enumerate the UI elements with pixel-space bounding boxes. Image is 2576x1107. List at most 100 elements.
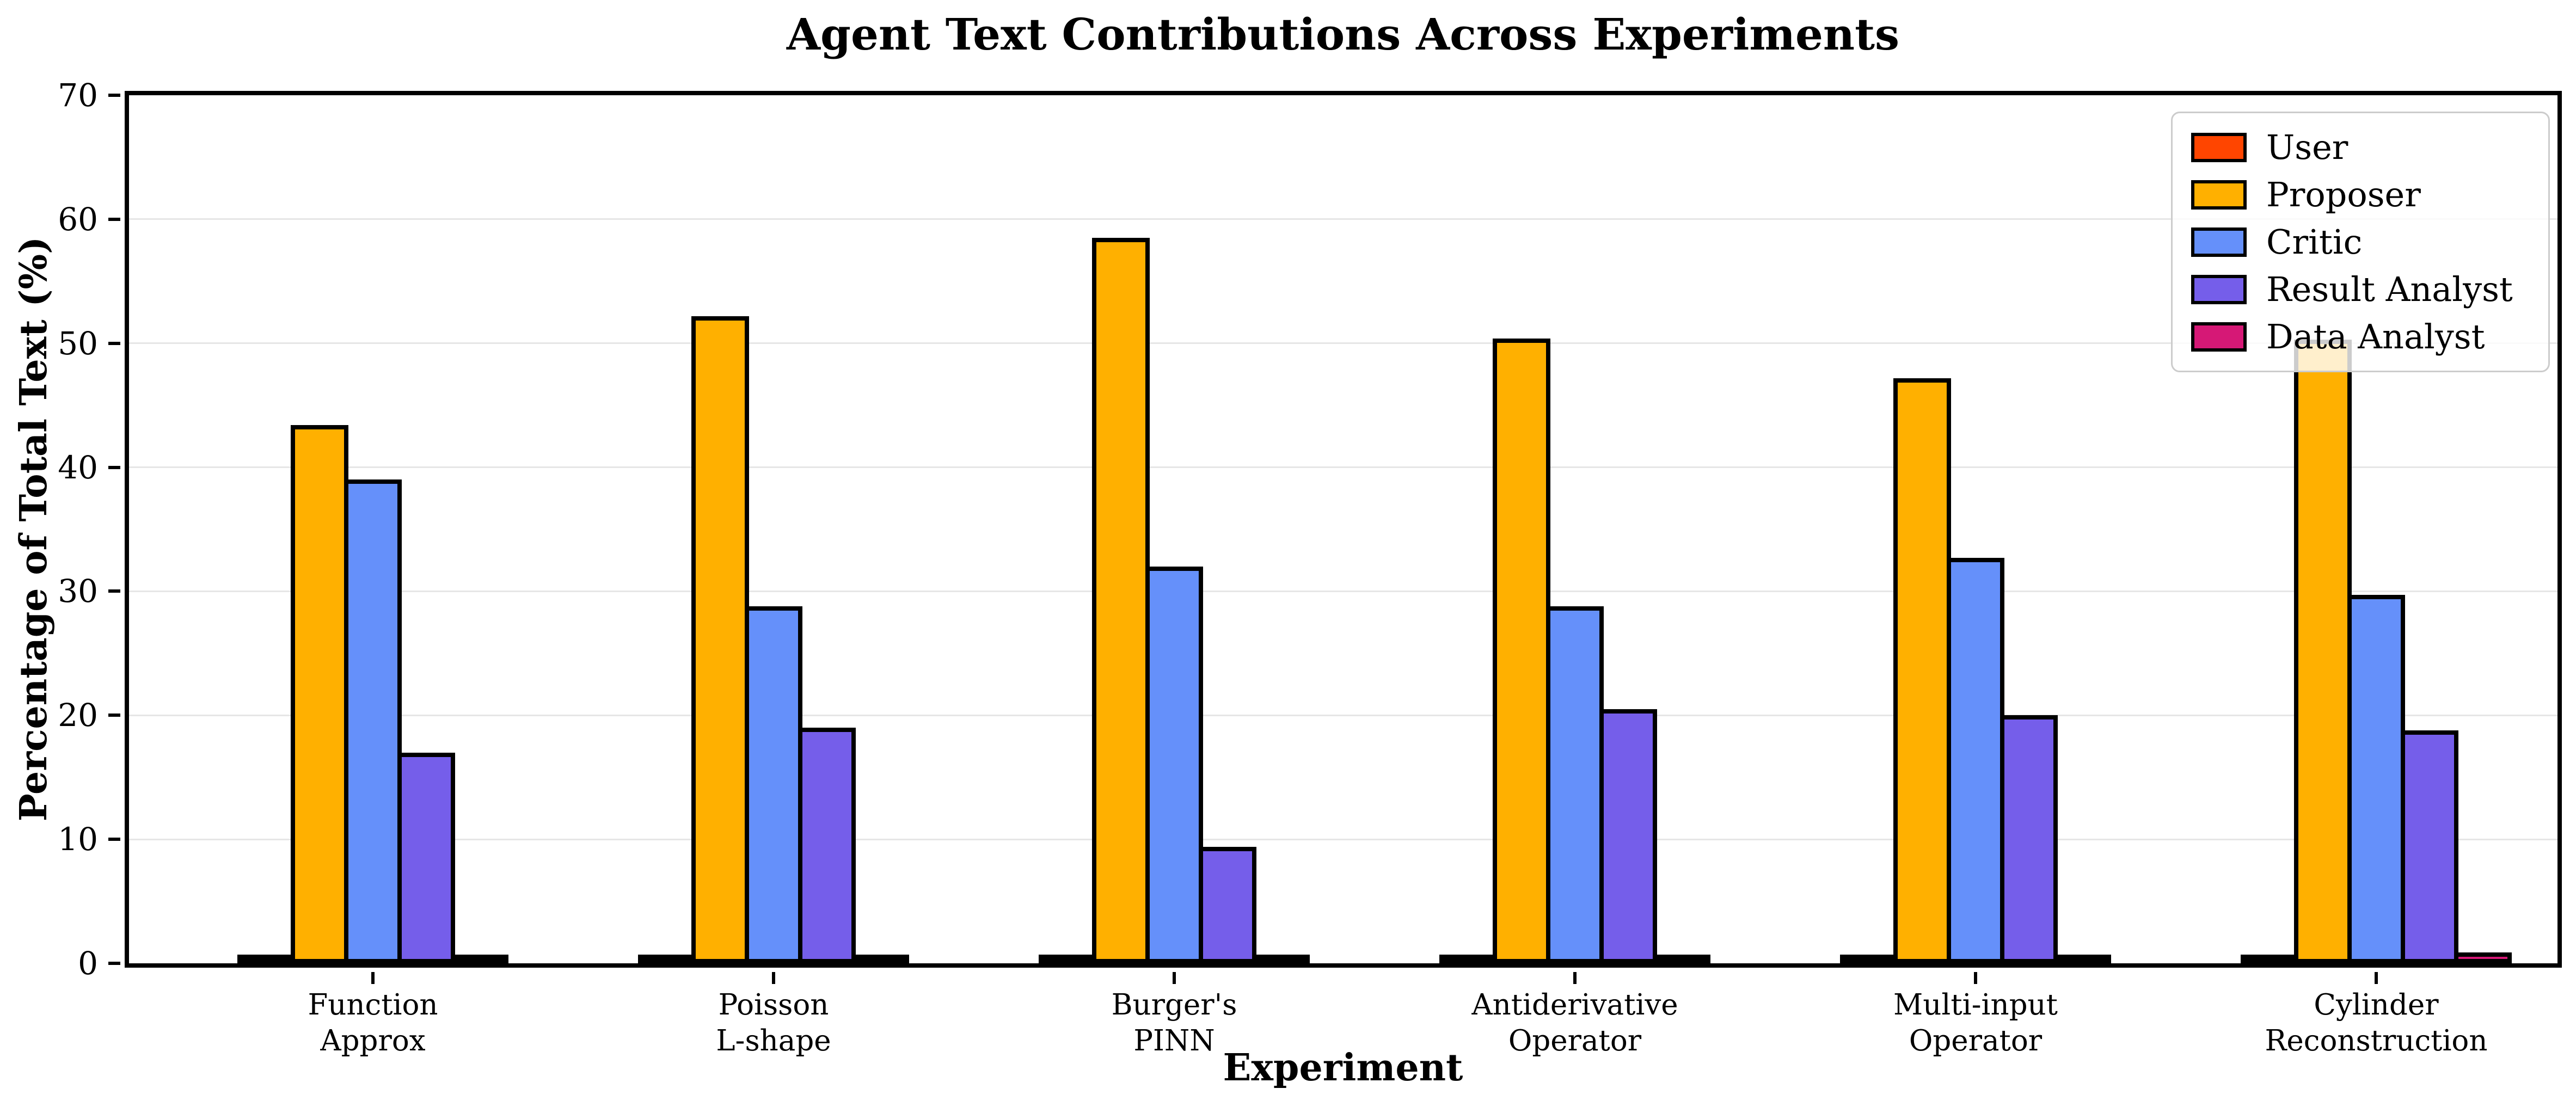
y-tick — [108, 341, 120, 345]
gridline — [129, 590, 2557, 592]
legend-swatch-icon — [2191, 274, 2247, 304]
bar-critic — [344, 479, 402, 963]
bar-data-analyst — [2053, 955, 2111, 963]
bar-proposer — [2294, 339, 2352, 963]
legend-item-proposer: Proposer — [2191, 175, 2530, 214]
legend-swatch-icon — [2191, 180, 2247, 210]
bar-critic — [1145, 566, 1203, 963]
x-tick-label-line: Multi-input — [1893, 988, 2058, 1022]
bar-result-analyst — [1199, 846, 1256, 963]
x-tick — [2375, 972, 2378, 984]
x-tick-label-line: L-shape — [716, 1024, 831, 1057]
gridline — [129, 342, 2557, 345]
bar-result-analyst — [798, 728, 856, 963]
legend-label: User — [2266, 127, 2348, 167]
bar-data-analyst — [1653, 955, 1710, 963]
gridline — [129, 714, 2557, 716]
bar-proposer — [291, 425, 348, 963]
legend: User Proposer Critic Result Analyst Data Ana… — [2171, 112, 2550, 372]
chart-title: Agent Text Contributions Across Experime… — [786, 9, 1900, 60]
legend-label: Data Analyst — [2266, 317, 2485, 356]
bar-critic — [745, 606, 802, 963]
y-tick — [108, 589, 120, 593]
gridline — [129, 838, 2557, 840]
bar-user — [1039, 955, 1096, 963]
x-tick-label-line: Antiderivative — [1471, 988, 1678, 1022]
legend-label: Critic — [2266, 222, 2363, 262]
y-tick — [108, 465, 120, 469]
bar-user — [237, 955, 295, 963]
x-axis-label: Experiment — [1223, 1046, 1463, 1090]
x-tick — [371, 972, 375, 984]
bar-group-burger-s — [1039, 238, 1310, 963]
y-tick-label: 60 — [58, 200, 98, 238]
bar-user — [2241, 955, 2298, 963]
y-tick-label: 20 — [58, 697, 98, 734]
y-tick — [108, 838, 120, 841]
bar-group-antiderivative — [1439, 338, 1710, 963]
bar-user — [638, 955, 696, 963]
bar-critic — [2347, 595, 2405, 963]
bar-group-function — [237, 425, 508, 963]
gridline — [129, 218, 2557, 220]
legend-item-data-analyst: Data Analyst — [2191, 317, 2530, 356]
bar-proposer — [691, 316, 749, 963]
x-tick-label-line: Burger's — [1111, 988, 1237, 1022]
x-tick — [1573, 972, 1577, 984]
bar-result-analyst — [2000, 715, 2058, 963]
x-tick-label: Antiderivative Operator — [1471, 987, 1678, 1059]
x-tick-label-line: Poisson — [718, 988, 829, 1022]
legend-item-user: User — [2191, 127, 2530, 167]
plot-area — [125, 91, 2562, 968]
bar-data-analyst — [2454, 952, 2512, 963]
y-tick — [108, 217, 120, 221]
bar-result-analyst — [2401, 730, 2458, 963]
bar-proposer — [1893, 378, 1951, 963]
y-tick-label: 30 — [58, 573, 98, 610]
legend-swatch-icon — [2191, 322, 2247, 352]
bar-proposer — [1092, 238, 1150, 963]
x-tick-label: Multi-input Operator — [1893, 987, 2058, 1059]
legend-swatch-icon — [2191, 132, 2247, 162]
bar-group-multi-input — [1840, 378, 2111, 963]
legend-item-critic: Critic — [2191, 222, 2530, 262]
gridline — [129, 466, 2557, 469]
y-tick-label: 0 — [78, 945, 98, 982]
x-tick-label-line: Function — [308, 988, 438, 1022]
x-tick-label-line: Reconstruction — [2265, 1024, 2488, 1057]
y-tick-label: 70 — [58, 77, 98, 114]
bar-group-poisson — [638, 316, 909, 963]
y-tick — [108, 962, 120, 965]
x-tick-label-line: Operator — [1508, 1024, 1642, 1057]
x-tick-label-line: Approx — [320, 1024, 426, 1057]
bar-result-analyst — [397, 752, 455, 963]
x-tick-label-line: Cylinder — [2314, 988, 2439, 1022]
x-tick — [1974, 972, 1977, 984]
y-tick-label: 50 — [58, 324, 98, 362]
bar-critic — [1947, 557, 2004, 963]
legend-label: Proposer — [2266, 175, 2421, 214]
x-tick-label: Burger's PINN — [1112, 987, 1237, 1059]
x-tick — [772, 972, 775, 984]
x-tick — [1173, 972, 1176, 984]
bar-data-analyst — [451, 955, 508, 963]
bar-user — [1840, 955, 1898, 963]
x-tick-label-line: Operator — [1909, 1024, 2043, 1057]
bar-data-analyst — [851, 955, 909, 963]
x-tick-label: Cylinder Reconstruction — [2265, 987, 2488, 1059]
y-tick — [108, 714, 120, 717]
bar-user — [1439, 955, 1497, 963]
y-tick-label: 40 — [58, 448, 98, 486]
legend-item-result-analyst: Result Analyst — [2191, 269, 2530, 309]
bar-proposer — [1493, 338, 1550, 963]
y-tick-label: 10 — [58, 821, 98, 858]
x-tick-label: Function Approx — [308, 987, 438, 1059]
x-tick-label-line: PINN — [1133, 1024, 1215, 1057]
bar-critic — [1546, 606, 1604, 963]
y-tick — [108, 94, 120, 97]
x-tick-label: Poisson L-shape — [716, 987, 831, 1059]
legend-label: Result Analyst — [2266, 269, 2513, 309]
bar-data-analyst — [1252, 955, 1310, 963]
legend-swatch-icon — [2191, 227, 2247, 257]
